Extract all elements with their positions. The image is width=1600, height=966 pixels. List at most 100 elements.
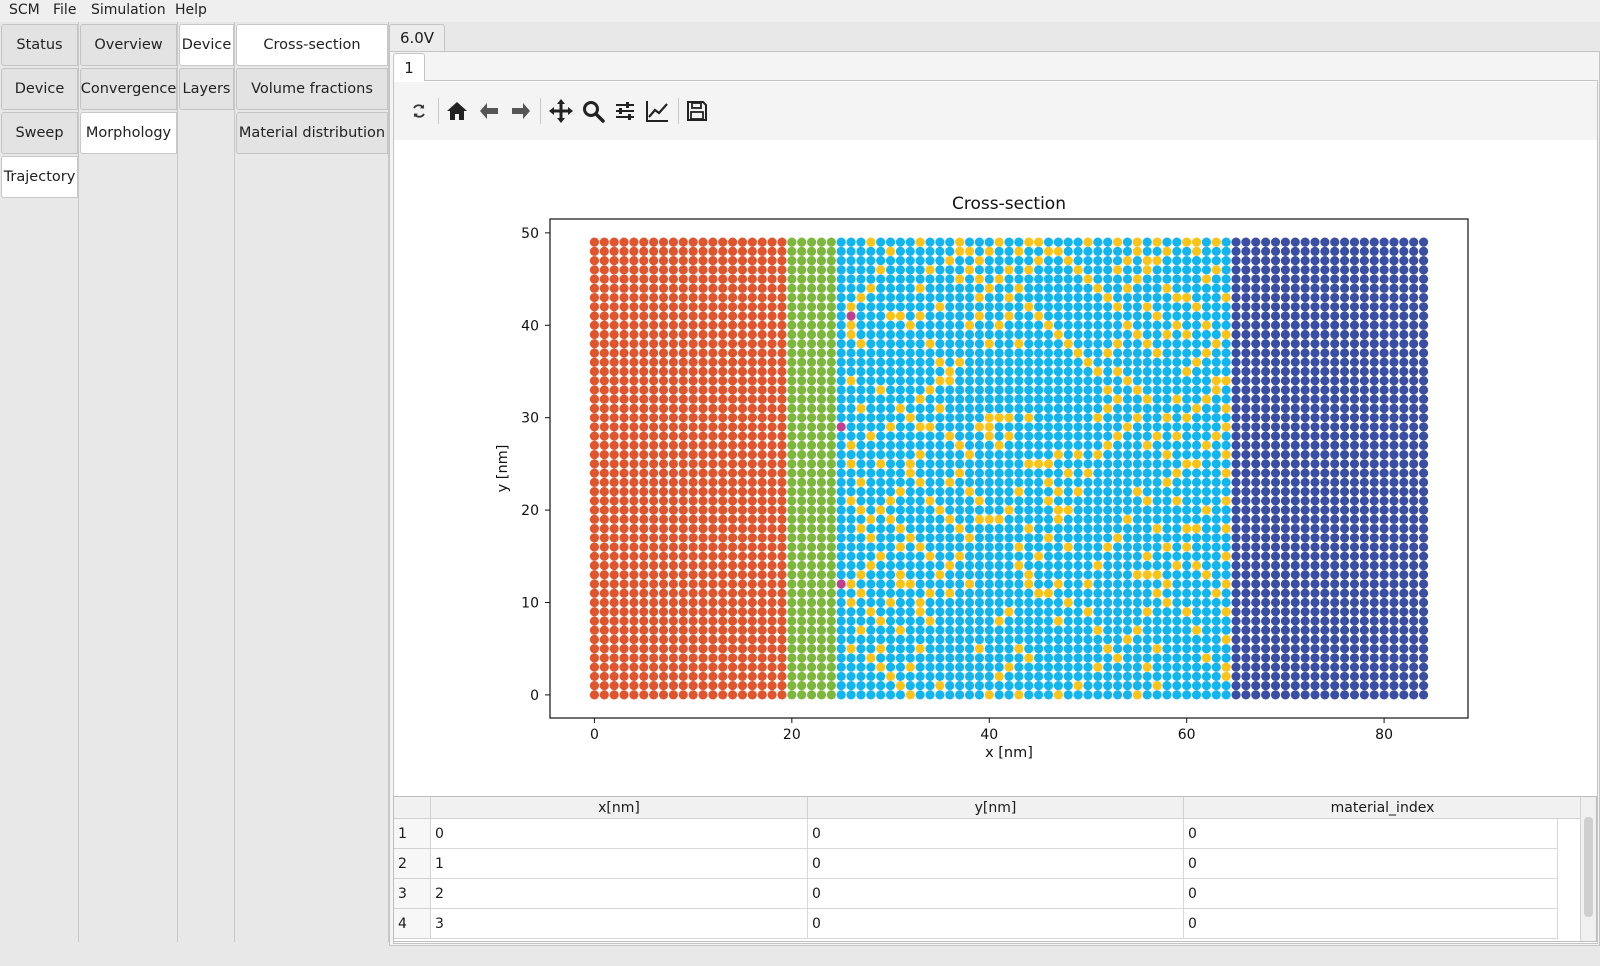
data-point xyxy=(866,560,876,571)
home-icon[interactable] xyxy=(444,98,470,124)
table-cell[interactable]: 3 xyxy=(431,909,808,939)
data-point xyxy=(1172,320,1182,330)
data-point xyxy=(1418,625,1429,635)
tab-device[interactable]: Device xyxy=(1,68,78,110)
forward-arrow-icon[interactable] xyxy=(508,98,534,124)
data-point xyxy=(905,616,915,626)
data-point xyxy=(816,237,827,247)
refresh-icon[interactable] xyxy=(406,98,432,124)
data-point xyxy=(984,523,994,534)
data-point xyxy=(767,671,777,682)
data-point xyxy=(1231,671,1241,682)
data-point xyxy=(1399,459,1409,469)
menu-simulation[interactable]: Simulation xyxy=(91,2,166,18)
save-icon[interactable] xyxy=(684,98,710,124)
table-cell[interactable]: 1 xyxy=(431,849,808,879)
data-point xyxy=(767,616,777,626)
menu-file[interactable]: File xyxy=(53,2,77,18)
data-point xyxy=(925,339,935,349)
tab-volume-fractions[interactable]: Volume fractions xyxy=(236,68,388,110)
table-cell[interactable]: 0 xyxy=(808,819,1184,849)
data-point xyxy=(1152,450,1162,460)
data-point xyxy=(1172,597,1182,608)
plot-canvas[interactable]: Cross-section 0 20 40 60 80 0 10 20 30 40 50 x [nm] y… xyxy=(394,140,1597,786)
menu-scm[interactable]: SCM xyxy=(9,2,40,18)
tab-voltage[interactable]: 6.0V xyxy=(389,24,445,51)
data-point xyxy=(915,644,925,654)
data-point xyxy=(1014,302,1024,312)
data-point xyxy=(1024,320,1034,330)
data-point xyxy=(1261,616,1271,626)
edit-axis-icon[interactable] xyxy=(644,98,670,124)
data-point xyxy=(609,542,619,552)
tab-run[interactable]: 1 xyxy=(393,53,425,81)
table-cell[interactable]: 0 xyxy=(431,819,808,849)
data-point xyxy=(609,320,619,330)
data-point xyxy=(757,468,767,478)
data-point xyxy=(945,413,955,423)
data-point xyxy=(1221,671,1231,682)
tab-sweep[interactable]: Sweep xyxy=(1,112,78,154)
table-cell[interactable]: 0 xyxy=(1184,849,1558,879)
tab-trajectory[interactable]: Trajectory xyxy=(1,156,78,198)
zoom-icon[interactable] xyxy=(580,98,606,124)
table-cell[interactable]: 2 xyxy=(431,879,808,909)
column-header-x[interactable]: x[nm] xyxy=(431,797,808,819)
tab-convergence[interactable]: Convergence xyxy=(80,68,177,110)
tab-device-sub[interactable]: Device xyxy=(179,24,234,66)
data-point xyxy=(658,403,669,414)
data-point xyxy=(1004,376,1014,386)
data-point xyxy=(1103,542,1113,552)
row-header[interactable]: 3 xyxy=(394,879,431,909)
data-point xyxy=(1112,662,1123,672)
table-cell[interactable]: 0 xyxy=(808,879,1184,909)
column-header-material-index[interactable]: material_index xyxy=(1184,797,1582,819)
table-scrollbar[interactable] xyxy=(1580,797,1596,941)
row-header[interactable]: 4 xyxy=(394,909,431,939)
column-header-y[interactable]: y[nm] xyxy=(808,797,1184,819)
data-point xyxy=(1083,579,1093,589)
data-point xyxy=(1103,588,1113,598)
data-point xyxy=(639,339,649,349)
data-point xyxy=(1024,570,1034,580)
tab-layers[interactable]: Layers xyxy=(179,68,234,110)
data-point xyxy=(1399,634,1409,645)
table-cell[interactable]: 0 xyxy=(1184,879,1558,909)
pan-icon[interactable] xyxy=(548,98,574,124)
data-point xyxy=(1191,570,1202,580)
data-point xyxy=(1103,625,1113,635)
scrollbar-thumb[interactable] xyxy=(1584,817,1593,917)
data-point xyxy=(1083,523,1093,534)
data-point xyxy=(1112,542,1123,552)
data-point xyxy=(757,348,767,358)
row-header[interactable]: 2 xyxy=(394,849,431,879)
tab-overview[interactable]: Overview xyxy=(80,24,177,66)
data-point xyxy=(876,570,886,580)
table-cell[interactable]: 0 xyxy=(1184,819,1558,849)
data-point xyxy=(1349,570,1360,580)
data-point xyxy=(1182,366,1192,377)
data-point xyxy=(1349,681,1360,691)
tab-morphology[interactable]: Morphology xyxy=(80,112,177,154)
data-point xyxy=(1004,607,1014,617)
menu-help[interactable]: Help xyxy=(175,2,207,18)
data-point xyxy=(1201,246,1212,256)
back-arrow-icon[interactable] xyxy=(476,98,502,124)
tab-status[interactable]: Status xyxy=(1,24,78,66)
table-cell[interactable]: 0 xyxy=(808,909,1184,939)
tab-cross-section[interactable]: Cross-section xyxy=(236,24,388,66)
data-point xyxy=(1024,616,1034,626)
data-point xyxy=(1409,376,1419,386)
tab-material-distribution[interactable]: Material distribution xyxy=(236,112,388,154)
row-header[interactable]: 1 xyxy=(394,819,431,849)
table-cell[interactable]: 0 xyxy=(808,849,1184,879)
configure-subplots-icon[interactable] xyxy=(612,98,638,124)
data-point xyxy=(1349,477,1360,487)
data-point xyxy=(1330,302,1340,312)
data-point xyxy=(1034,431,1044,441)
data-point xyxy=(955,523,965,534)
table-cell[interactable]: 0 xyxy=(1184,909,1558,939)
data-point xyxy=(925,422,935,432)
data-point xyxy=(1270,570,1281,580)
data-point xyxy=(1112,560,1123,571)
